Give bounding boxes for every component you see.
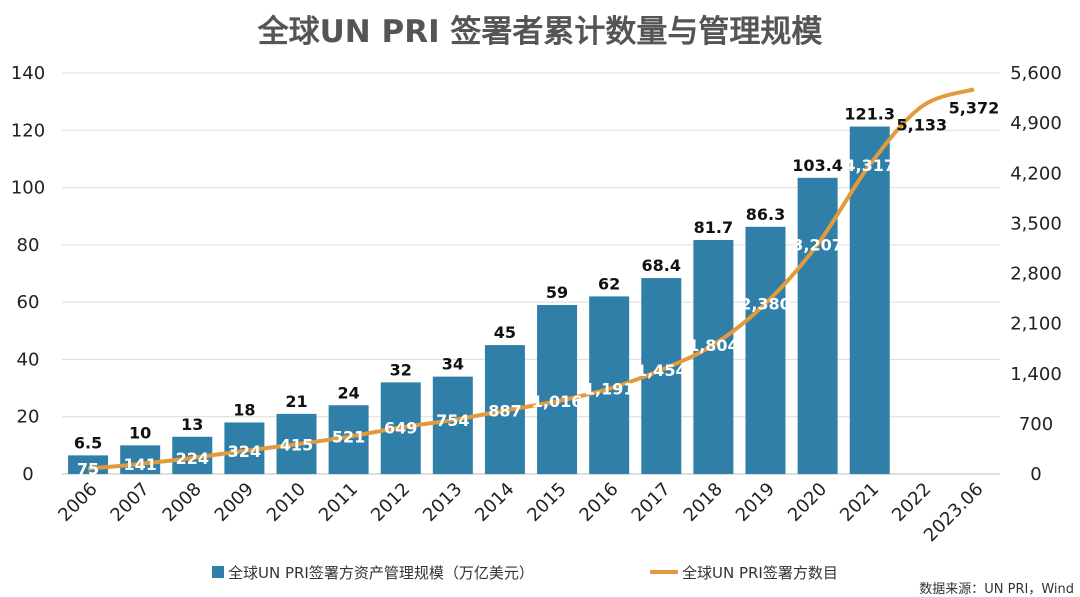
line-value-label: 1,191 xyxy=(584,380,635,399)
x-tick-label: 2008 xyxy=(159,479,206,526)
y-right-tick-label: 2,100 xyxy=(1010,314,1062,335)
line-value-label: 1,454 xyxy=(636,361,687,380)
x-tick-label: 2015 xyxy=(523,479,570,526)
line-value-label: 2,380 xyxy=(740,295,791,314)
bar-value-label: 62 xyxy=(598,274,620,293)
x-tick-label: 2010 xyxy=(263,479,310,526)
y-right-tick-label: 2,800 xyxy=(1010,264,1062,285)
line-value-label: 224 xyxy=(176,449,209,468)
x-tick-label: 2019 xyxy=(732,479,779,526)
bar xyxy=(120,445,161,474)
line-value-label: 887 xyxy=(488,401,521,420)
legend: 全球UN PRI签署方资产管理规模（万亿美元） 全球UN PRI签署方数目 xyxy=(212,564,838,582)
bar-value-label: 21 xyxy=(285,392,307,411)
y-right-tick-label: 4,900 xyxy=(1010,113,1062,134)
legend-bar-label: 全球UN PRI签署方资产管理规模（万亿美元） xyxy=(228,564,534,582)
x-tick-label: 2009 xyxy=(211,479,258,526)
y-left-tick-label: 20 xyxy=(17,407,40,428)
line-value-label: 754 xyxy=(436,411,469,430)
x-tick-label: 2013 xyxy=(419,479,466,526)
x-tick-label: 2016 xyxy=(575,479,622,526)
y-right-tick-label: 4,200 xyxy=(1010,163,1062,184)
x-tick-label: 2018 xyxy=(680,479,727,526)
line-value-label: 649 xyxy=(384,419,417,438)
bar-value-label: 81.7 xyxy=(694,218,733,237)
bar-value-label: 45 xyxy=(494,323,516,342)
x-tick-label: 2007 xyxy=(106,479,153,526)
y-left-tick-label: 100 xyxy=(11,178,45,199)
y-right-tick-label: 1,400 xyxy=(1010,364,1062,385)
line-value-label: 415 xyxy=(280,435,313,454)
line-value-label: 1,804 xyxy=(688,336,739,355)
bar-value-label: 121.3 xyxy=(844,105,895,124)
legend-bar-swatch xyxy=(212,566,224,578)
bar xyxy=(432,376,473,474)
line-value-label: 5,372 xyxy=(949,98,1000,117)
gridlines xyxy=(62,72,1000,475)
y-right-tick-label: 700 xyxy=(1019,414,1053,435)
bar xyxy=(849,126,890,475)
bar-value-label: 18 xyxy=(233,400,255,419)
bar-value-label: 34 xyxy=(442,355,464,374)
line-series xyxy=(87,87,975,471)
bar-value-label: 13 xyxy=(181,415,203,434)
source-note: 数据来源：UN PRI，Wind xyxy=(919,582,1074,597)
x-tick-label: 2017 xyxy=(628,479,675,526)
bar-value-label: 68.4 xyxy=(642,256,681,275)
line-value-label: 324 xyxy=(228,442,261,461)
bar xyxy=(693,239,734,474)
bar xyxy=(537,305,578,474)
chart-title: 全球UN PRI 签署者累计数量与管理规模 xyxy=(257,14,823,50)
line-value-label: 75 xyxy=(77,460,99,479)
bar-value-label: 103.4 xyxy=(792,156,843,175)
x-tick-label: 2011 xyxy=(315,479,362,526)
line-value-label: 4,317 xyxy=(844,156,895,175)
x-tick-label: 2021 xyxy=(836,479,883,526)
x-tick-label: 2014 xyxy=(471,479,518,526)
bar xyxy=(745,226,786,474)
y-right-tick-label: 3,500 xyxy=(1010,213,1062,234)
bar-value-label: 24 xyxy=(337,383,359,402)
line-value-label: 3,207 xyxy=(792,235,843,254)
line-value-label: 1,016 xyxy=(532,392,583,411)
line-value-label: 521 xyxy=(332,428,365,447)
line-value-label: 141 xyxy=(123,455,156,474)
x-tick-label: 2012 xyxy=(367,479,414,526)
y-left-tick-label: 140 xyxy=(11,63,45,84)
x-tick-label: 2006 xyxy=(54,479,101,526)
bars xyxy=(68,126,890,475)
line-value-label: 5,133 xyxy=(897,115,948,134)
bar-value-label: 59 xyxy=(546,283,568,302)
y-left-tick-label: 40 xyxy=(17,349,40,370)
y-left-tick-label: 80 xyxy=(17,235,40,256)
bar-value-label: 86.3 xyxy=(746,205,785,224)
y-right-tick-label: 0 xyxy=(1030,464,1041,485)
bar-value-label: 6.5 xyxy=(74,433,102,452)
y-left-tick-label: 60 xyxy=(17,292,40,313)
x-tick-label: 2022 xyxy=(888,479,935,526)
y-left-tick-label: 0 xyxy=(22,464,33,485)
data-labels: 6.5 10 13 18 21 24 32 34 45 59 62 68.4 81.7 86.3 103.4… xyxy=(74,98,999,478)
y-right-tick-label: 5,600 xyxy=(1010,63,1062,84)
x-tick-label: 2020 xyxy=(784,479,831,526)
bar-value-label: 10 xyxy=(129,423,151,442)
bar-value-label: 32 xyxy=(390,360,412,379)
signatories-line xyxy=(87,87,975,471)
y-left-tick-label: 120 xyxy=(11,120,45,141)
legend-line-label: 全球UN PRI签署方数目 xyxy=(682,564,838,582)
